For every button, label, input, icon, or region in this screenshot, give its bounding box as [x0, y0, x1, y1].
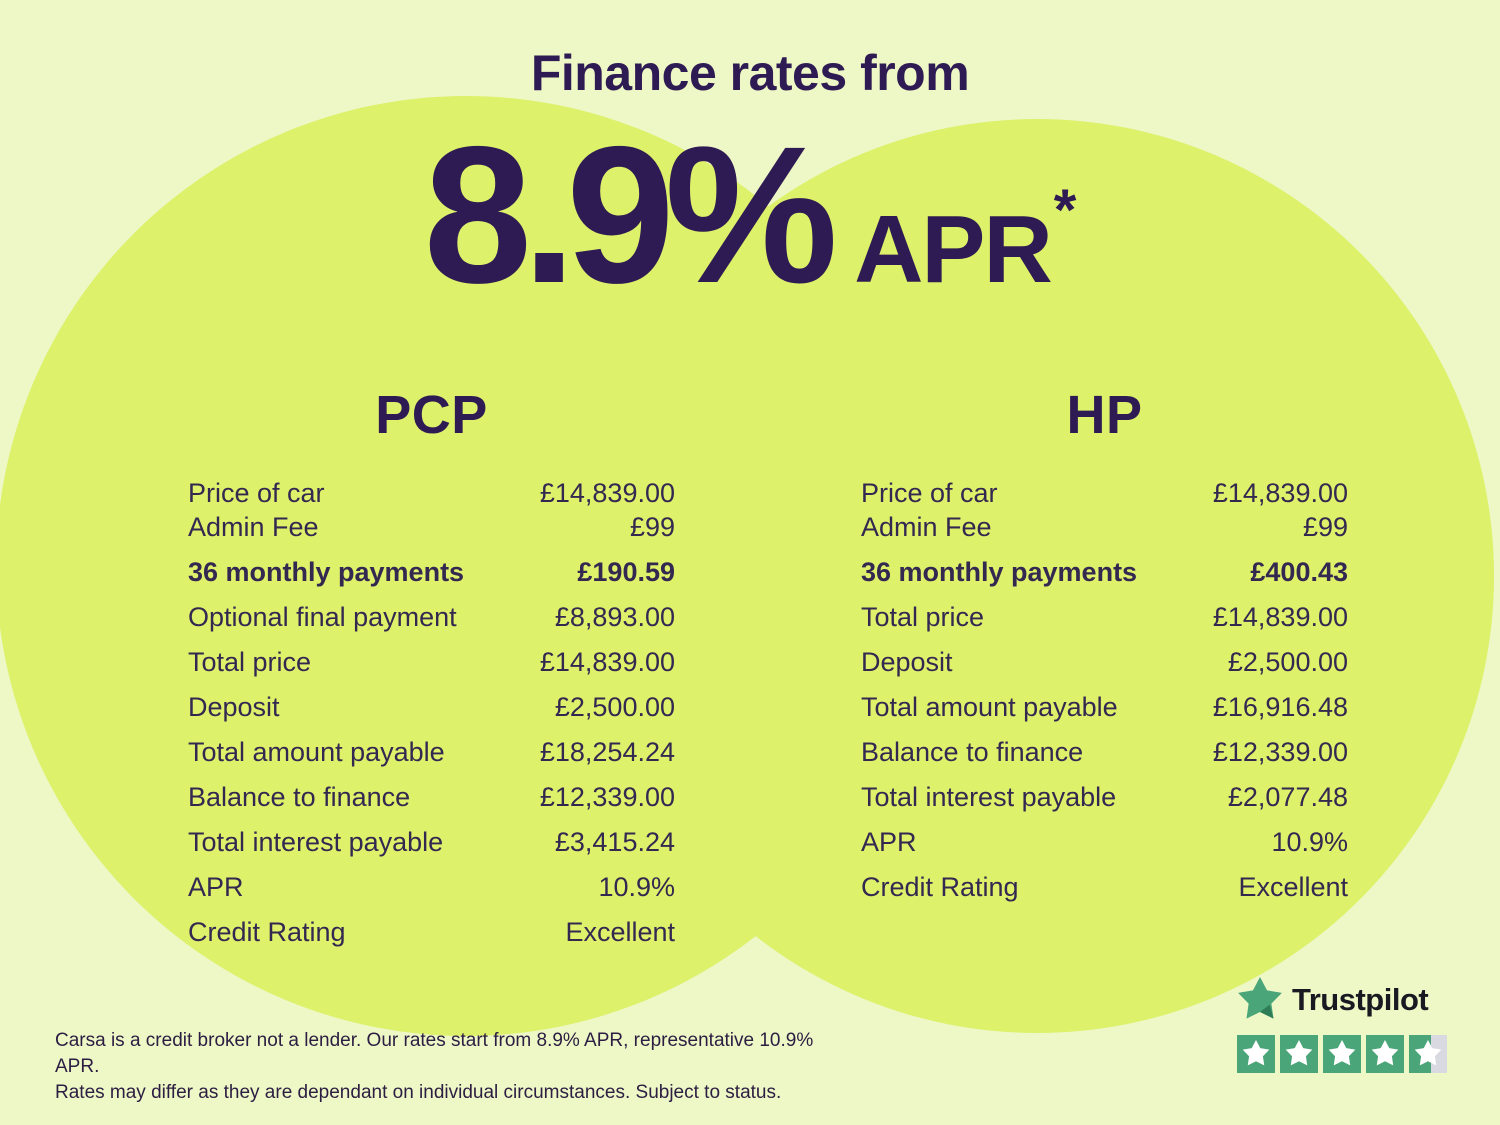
- table-row: Total interest payable £3,415.24: [188, 829, 675, 856]
- row-value: 10.9%: [598, 872, 675, 902]
- hp-table: HP Price of car £14,839.00 Admin Fee £99…: [861, 384, 1348, 901]
- row-label: Credit Rating: [861, 872, 1019, 902]
- row-value: £190.59: [577, 557, 675, 587]
- row-value: Excellent: [1238, 872, 1348, 902]
- table-row: Total price £14,839.00: [861, 604, 1348, 631]
- row-value: £14,839.00: [539, 647, 675, 677]
- row-label: 36 monthly payments: [861, 557, 1138, 587]
- row-value: Excellent: [565, 917, 675, 947]
- trustpilot-brand-text: Trustpilot: [1292, 982, 1429, 1017]
- rating-star-icon: [1366, 1035, 1404, 1073]
- pcp-table: PCP Price of car £14,839.00 Admin Fee £9…: [188, 384, 675, 946]
- pcp-title: PCP: [375, 385, 488, 445]
- row-label: Admin Fee: [188, 512, 319, 542]
- trustpilot-star-icon: [1238, 977, 1282, 1019]
- disclaimer: Carsa is a credit broker not a lender. O…: [55, 1028, 855, 1106]
- row-value: £14,839.00: [539, 478, 675, 508]
- row-value: £2,077.48: [1227, 782, 1348, 812]
- row-value: £14,839.00: [1212, 602, 1348, 632]
- row-label: Price of car: [861, 478, 998, 508]
- row-label: APR: [861, 827, 917, 857]
- row-label: Deposit: [188, 692, 280, 722]
- rating-star-icon: [1280, 1035, 1318, 1073]
- trustpilot-logo: Trustpilot: [1237, 977, 1447, 1023]
- table-row: Credit Rating Excellent: [861, 874, 1348, 901]
- rate-suffix: APR: [854, 196, 1053, 303]
- table-row: Total amount payable £18,254.24: [188, 739, 675, 766]
- table-row: Deposit £2,500.00: [188, 694, 675, 721]
- disclaimer-line-2: Rates may differ as they are dependant o…: [55, 1082, 782, 1103]
- rating-star-icon: [1323, 1035, 1361, 1073]
- row-label: Admin Fee: [861, 512, 992, 542]
- page-title: Finance rates from: [530, 45, 970, 101]
- table-row: Deposit £2,500.00: [861, 649, 1348, 676]
- row-label: Total amount payable: [861, 692, 1118, 722]
- row-label: Balance to finance: [861, 737, 1084, 767]
- row-value: £2,500.00: [554, 692, 675, 722]
- row-label: Balance to finance: [188, 782, 411, 812]
- row-value: £12,339.00: [539, 782, 675, 812]
- background-circle-right: [580, 119, 1494, 1033]
- table-row: Balance to finance £12,339.00: [188, 784, 675, 811]
- table-row: Balance to finance £12,339.00: [861, 739, 1348, 766]
- table-row: Optional final payment £8,893.00: [188, 604, 675, 631]
- row-value: £8,893.00: [554, 602, 675, 632]
- table-row: Total amount payable £16,916.48: [861, 694, 1348, 721]
- pcp-rows: Price of car £14,839.00 Admin Fee £99 36…: [188, 480, 675, 946]
- row-label: Credit Rating: [188, 917, 346, 947]
- table-row: APR 10.9%: [861, 829, 1348, 856]
- row-value: £2,500.00: [1227, 647, 1348, 677]
- row-label: Total price: [188, 647, 312, 677]
- trustpilot-rating-stars: [1237, 1035, 1447, 1073]
- row-value: £14,839.00: [1212, 478, 1348, 508]
- row-label: Total price: [861, 602, 985, 632]
- row-label: Total interest payable: [861, 782, 1117, 812]
- row-value: £18,254.24: [539, 737, 675, 767]
- row-label: Deposit: [861, 647, 953, 677]
- hp-title: HP: [1066, 385, 1143, 445]
- disclaimer-line-1: Carsa is a credit broker not a lender. O…: [55, 1030, 814, 1077]
- row-label: Price of car: [188, 478, 325, 508]
- table-row: APR 10.9%: [188, 874, 675, 901]
- table-row: Total price £14,839.00: [188, 649, 675, 676]
- row-value: £3,415.24: [554, 827, 675, 857]
- row-label: Total interest payable: [188, 827, 444, 857]
- table-row: Admin Fee £99: [861, 514, 1348, 541]
- row-value: £99: [1302, 512, 1348, 542]
- row-value: £12,339.00: [1212, 737, 1348, 767]
- row-value: £16,916.48: [1212, 692, 1348, 722]
- rate-asterisk: *: [1053, 178, 1077, 243]
- rating-star-icon: [1409, 1035, 1447, 1073]
- table-row: Total interest payable £2,077.48: [861, 784, 1348, 811]
- table-row: Credit Rating Excellent: [188, 919, 675, 946]
- row-value: 10.9%: [1271, 827, 1348, 857]
- row-value: £400.43: [1250, 557, 1348, 587]
- row-label: Optional final payment: [188, 602, 457, 632]
- table-row: 36 monthly payments £190.59: [188, 559, 675, 586]
- headline-rate: 8.9% APR *: [0, 118, 1500, 313]
- table-row: 36 monthly payments £400.43: [861, 559, 1348, 586]
- rating-star-icon: [1237, 1035, 1275, 1073]
- hp-rows: Price of car £14,839.00 Admin Fee £99 36…: [861, 480, 1348, 901]
- table-row: Admin Fee £99: [188, 514, 675, 541]
- table-row: Price of car £14,839.00: [861, 480, 1348, 507]
- rate-value: 8.9%: [423, 106, 838, 324]
- row-label: Total amount payable: [188, 737, 445, 767]
- trustpilot-badge: Trustpilot: [1237, 977, 1447, 1073]
- row-label: 36 monthly payments: [188, 557, 465, 587]
- row-label: APR: [188, 872, 244, 902]
- row-value: £99: [629, 512, 675, 542]
- table-row: Price of car £14,839.00: [188, 480, 675, 507]
